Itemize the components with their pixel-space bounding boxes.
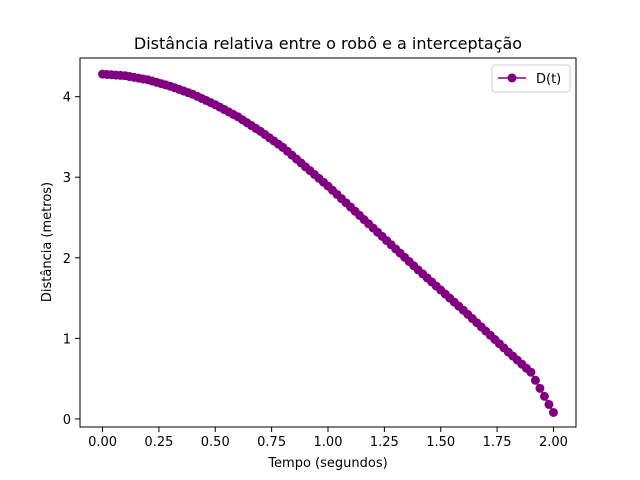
x-tick-label: 1.75 <box>483 435 512 450</box>
y-tick-label: 4 <box>63 91 71 106</box>
x-tick-label: 0.00 <box>88 435 117 450</box>
legend: D(t) <box>491 64 571 93</box>
data-point <box>526 367 536 377</box>
plot-area <box>98 69 558 417</box>
legend-label: D(t) <box>536 72 561 87</box>
x-tick-label: 1.25 <box>370 435 399 450</box>
legend-box <box>491 64 571 93</box>
data-point <box>539 391 549 401</box>
y-tick-label: 0 <box>63 413 71 428</box>
x-axis: 0.00 0.25 0.50 0.75 1.00 1.25 1.50 1.75 2.00 <box>88 427 568 450</box>
x-tick-label: 1.00 <box>314 435 343 450</box>
x-tick-label: 2.00 <box>539 435 568 450</box>
data-point <box>548 408 558 417</box>
data-point <box>530 375 540 385</box>
legend-marker <box>507 73 517 83</box>
y-axis: 0 1 2 3 4 <box>63 91 80 428</box>
y-tick-label: 1 <box>63 332 71 347</box>
x-axis-title: Tempo (segundos) <box>267 456 387 471</box>
data-point <box>544 399 554 409</box>
data-point <box>535 383 545 393</box>
x-tick-label: 0.25 <box>144 435 173 450</box>
x-tick-label: 0.75 <box>257 435 286 450</box>
y-axis-title: Distância (metros) <box>40 182 55 302</box>
x-tick-label: 1.50 <box>426 435 455 450</box>
chart-title: Distância relativa entre o robô e a inte… <box>134 34 522 53</box>
y-tick-label: 3 <box>63 171 71 186</box>
x-tick-label: 0.50 <box>201 435 230 450</box>
y-tick-label: 2 <box>63 252 71 267</box>
